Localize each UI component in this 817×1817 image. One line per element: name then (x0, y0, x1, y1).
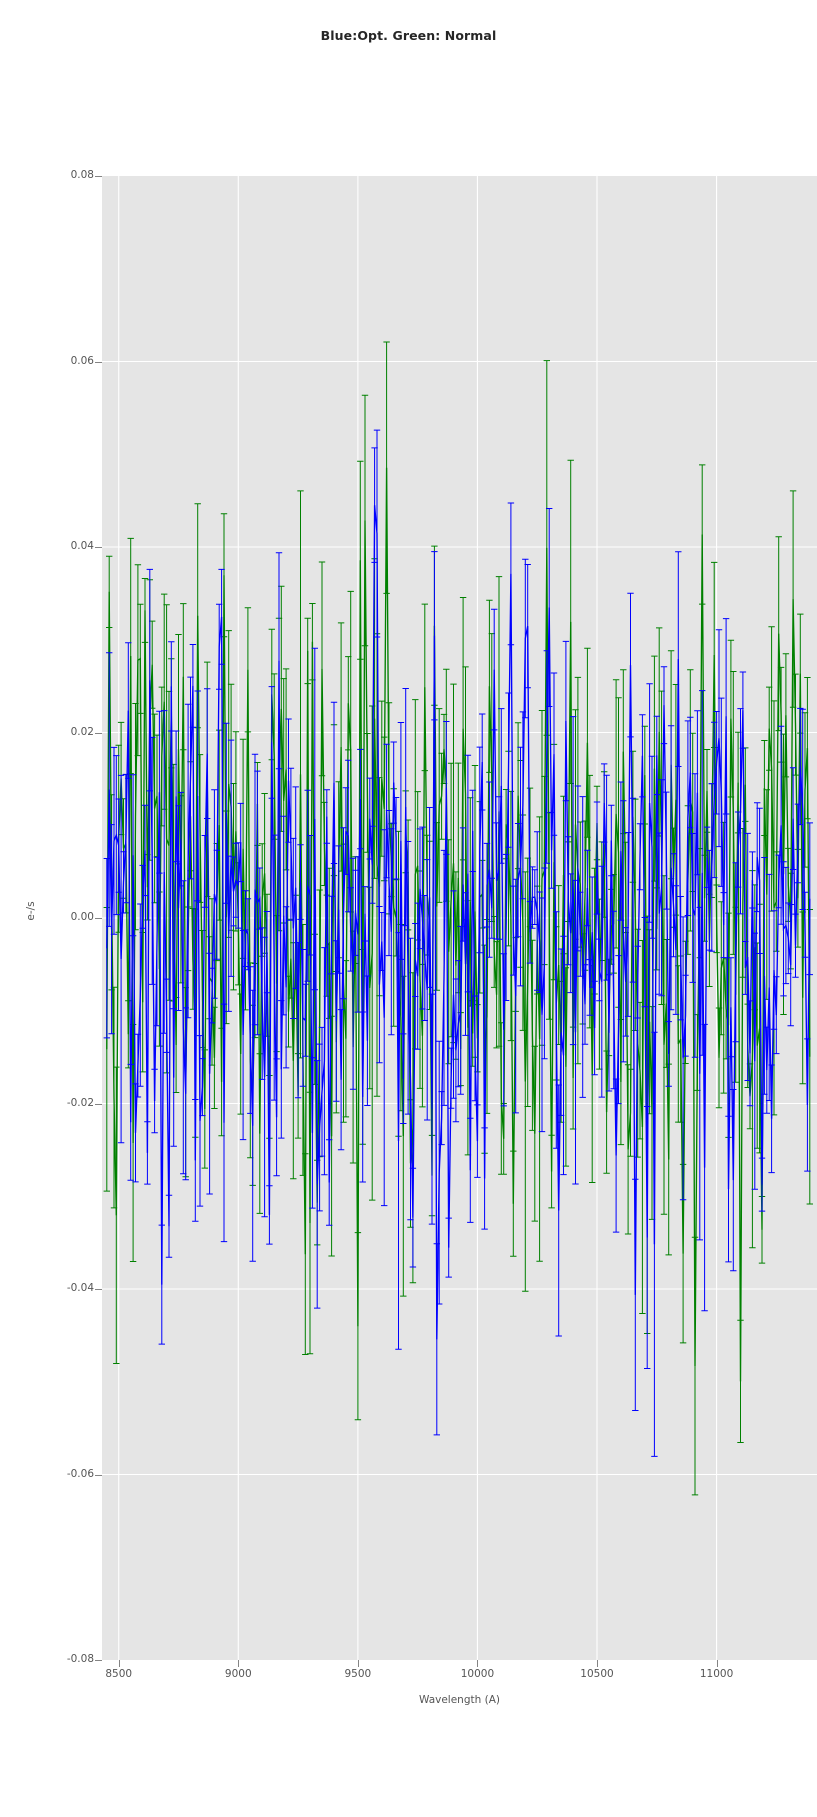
y-tick-label: 0.08 (70, 169, 94, 181)
x-tick-mark (597, 1660, 598, 1667)
y-tick-label: -0.06 (66, 1467, 94, 1480)
y-tick-mark (95, 1660, 102, 1661)
x-tick-label: 11000 (699, 1668, 734, 1680)
plot-area (102, 176, 817, 1660)
x-tick-mark (118, 1660, 120, 1667)
plot-svg (102, 176, 817, 1660)
y-tick-mark (95, 361, 102, 363)
x-tick-mark (357, 1660, 359, 1667)
y-tick-mark (95, 732, 102, 734)
y-tick-label: -0.04 (66, 1282, 94, 1294)
y-tick-mark (95, 1289, 102, 1290)
y-axis-label: e-/s (25, 901, 37, 921)
y-tick-mark (95, 547, 102, 548)
chart-title: Blue:Opt. Green: Normal (320, 28, 497, 43)
y-tick-mark (95, 176, 102, 177)
y-tick-mark (95, 1474, 102, 1476)
y-tick-label: 0.00 (70, 911, 94, 923)
y-tick-label: -0.08 (66, 1653, 94, 1665)
x-tick-label: 8500 (105, 1668, 133, 1680)
x-tick-mark (716, 1660, 718, 1667)
x-tick-mark (238, 1660, 240, 1667)
y-tick-mark (95, 1103, 102, 1105)
series-normal-green (103, 341, 813, 1496)
y-tick-label: 0.04 (70, 540, 94, 552)
series-opt-blue (103, 429, 813, 1457)
x-tick-label: 9000 (224, 1668, 252, 1680)
y-tick-label: -0.02 (66, 1096, 94, 1109)
x-tick-label: 10500 (580, 1668, 614, 1680)
x-tick-mark (477, 1660, 479, 1667)
x-tick-label: 9500 (344, 1668, 372, 1680)
y-tick-mark (95, 918, 102, 919)
y-tick-label: 0.02 (70, 725, 94, 738)
y-tick-label: 0.06 (70, 354, 94, 367)
x-tick-label: 10000 (460, 1668, 495, 1680)
x-axis-label: Wavelength (A) (418, 1694, 500, 1706)
